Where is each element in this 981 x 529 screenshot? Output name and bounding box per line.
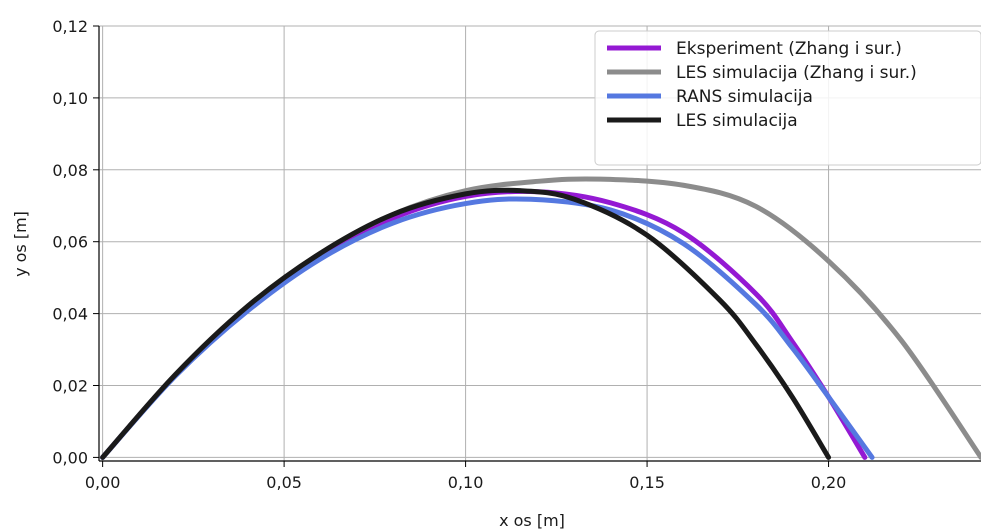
y-tick-label: 0,04 xyxy=(52,305,88,324)
x-tick-label: 0,00 xyxy=(85,473,121,492)
series-line-3 xyxy=(100,196,875,460)
legend-label-2: LES simulacija (Zhang i sur.) xyxy=(676,63,917,83)
x-axis-label: x os [m] xyxy=(499,511,565,529)
series-line-4 xyxy=(100,187,832,460)
y-tick-label: 0,02 xyxy=(52,377,88,396)
y-tick-label: 0,10 xyxy=(52,89,88,108)
y-tick-label: 0,06 xyxy=(52,233,88,252)
y-tick-label: 0,00 xyxy=(52,448,88,467)
legend-label-1: Eksperiment (Zhang i sur.) xyxy=(676,39,902,59)
axes xyxy=(98,26,981,462)
legend-label-3: RANS simulacija xyxy=(676,87,813,107)
x-tick-label: 0,15 xyxy=(629,473,665,492)
x-tick-label: 0,20 xyxy=(811,473,847,492)
y-tick-label: 0,08 xyxy=(52,161,88,180)
x-tick-label: 0,05 xyxy=(266,473,302,492)
y-tick-label: 0,12 xyxy=(52,17,88,36)
series-lines xyxy=(100,176,981,460)
y-axis-label: y os [m] xyxy=(11,211,30,277)
ticks: 0,00 0,05 0,10 0,15 0,20 0,00 0,02 0,04 0,06 0,08… xyxy=(52,17,846,492)
legend: Eksperiment (Zhang i sur.) LES simulacija… xyxy=(594,30,981,166)
x-tick-label: 0,10 xyxy=(448,473,484,492)
legend-label-4: LES simulacija xyxy=(676,111,798,131)
legend-frame xyxy=(594,30,981,166)
